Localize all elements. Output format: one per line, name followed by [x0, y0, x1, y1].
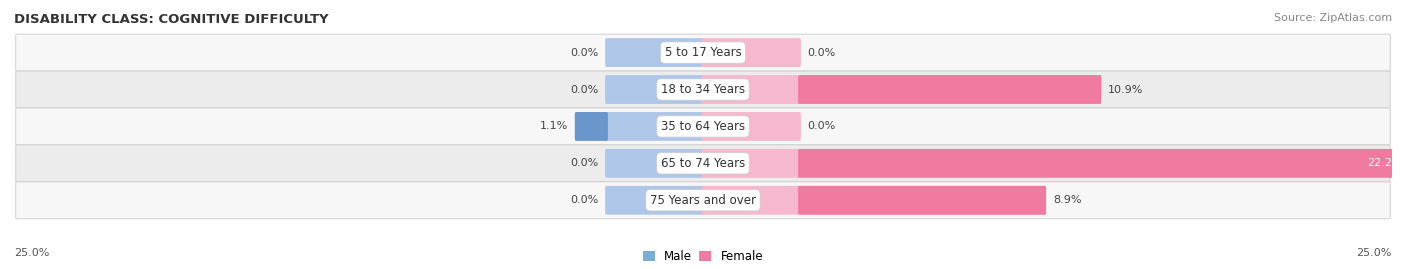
Text: 65 to 74 Years: 65 to 74 Years [661, 157, 745, 170]
Text: 75 Years and over: 75 Years and over [650, 194, 756, 207]
FancyBboxPatch shape [799, 186, 1046, 215]
FancyBboxPatch shape [799, 149, 1406, 178]
FancyBboxPatch shape [702, 186, 1046, 215]
FancyBboxPatch shape [702, 112, 801, 141]
Text: 1.1%: 1.1% [540, 121, 568, 132]
FancyBboxPatch shape [15, 182, 1391, 219]
FancyBboxPatch shape [702, 75, 1101, 104]
Text: 18 to 34 Years: 18 to 34 Years [661, 83, 745, 96]
Text: 25.0%: 25.0% [1357, 248, 1392, 258]
Text: 35 to 64 Years: 35 to 64 Years [661, 120, 745, 133]
Text: 5 to 17 Years: 5 to 17 Years [665, 46, 741, 59]
FancyBboxPatch shape [702, 38, 801, 67]
FancyBboxPatch shape [605, 38, 704, 67]
Text: 8.9%: 8.9% [1053, 195, 1081, 205]
FancyBboxPatch shape [575, 112, 607, 141]
FancyBboxPatch shape [15, 34, 1391, 71]
Text: 0.0%: 0.0% [569, 84, 599, 94]
Text: DISABILITY CLASS: COGNITIVE DIFFICULTY: DISABILITY CLASS: COGNITIVE DIFFICULTY [14, 13, 329, 26]
Text: 0.0%: 0.0% [569, 195, 599, 205]
Text: Source: ZipAtlas.com: Source: ZipAtlas.com [1274, 13, 1392, 23]
FancyBboxPatch shape [575, 112, 704, 141]
Text: 0.0%: 0.0% [569, 48, 599, 58]
FancyBboxPatch shape [15, 108, 1391, 145]
FancyBboxPatch shape [15, 145, 1391, 182]
FancyBboxPatch shape [799, 75, 1101, 104]
Text: 0.0%: 0.0% [807, 121, 837, 132]
FancyBboxPatch shape [15, 71, 1391, 108]
FancyBboxPatch shape [605, 75, 704, 104]
FancyBboxPatch shape [605, 186, 704, 215]
FancyBboxPatch shape [702, 149, 1406, 178]
Legend: Male, Female: Male, Female [638, 245, 768, 267]
FancyBboxPatch shape [605, 149, 704, 178]
Text: 25.0%: 25.0% [14, 248, 49, 258]
Text: 0.0%: 0.0% [807, 48, 837, 58]
Text: 0.0%: 0.0% [569, 158, 599, 168]
Text: 22.2%: 22.2% [1368, 158, 1403, 168]
Text: 10.9%: 10.9% [1108, 84, 1143, 94]
